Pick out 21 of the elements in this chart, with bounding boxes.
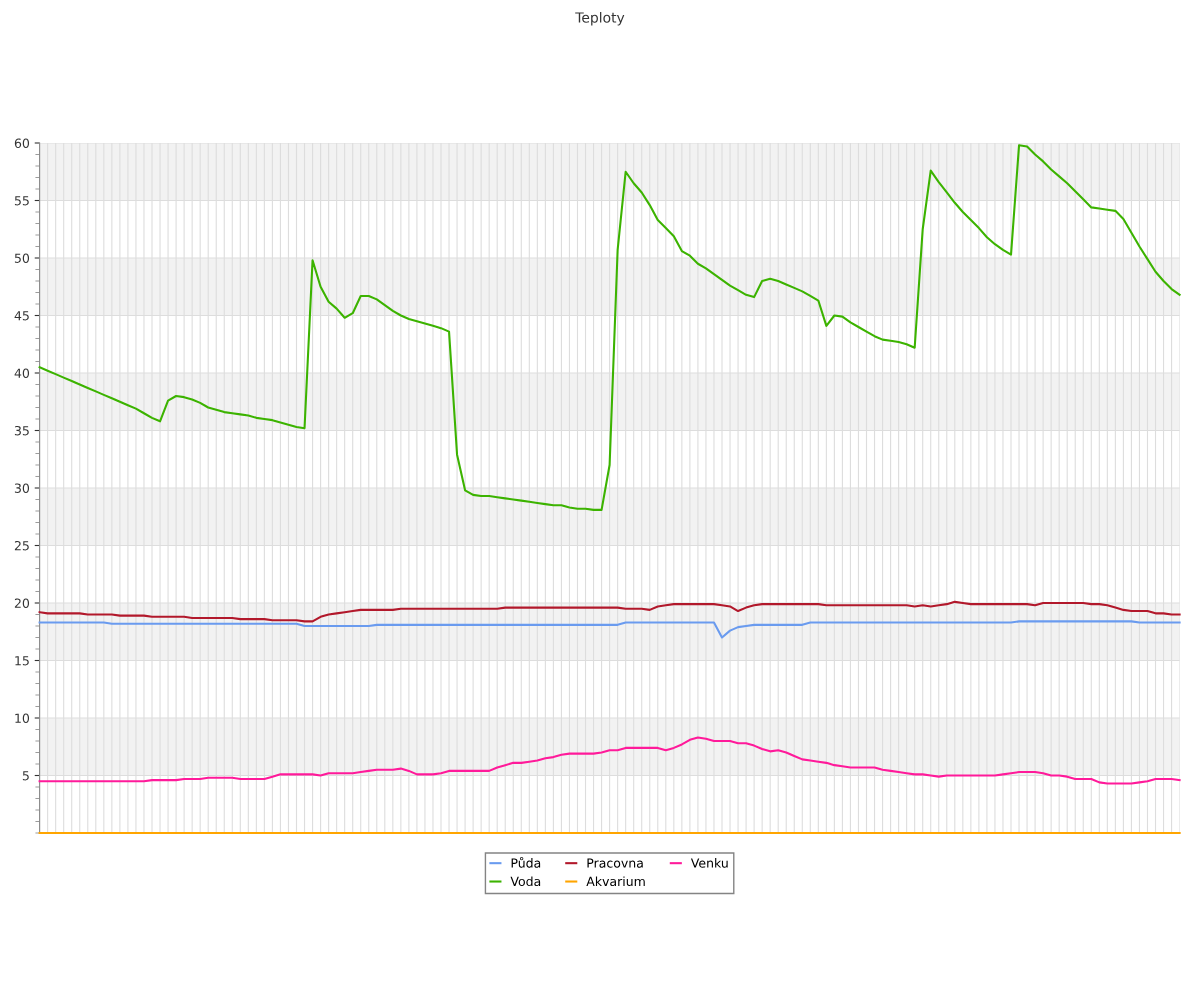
legend-label: Venku — [690, 858, 728, 868]
legend-label: Voda — [510, 876, 541, 887]
y-tick-label: 55 — [14, 196, 29, 206]
y-tick-label: 40 — [14, 368, 30, 378]
y-tick-label: 20 — [14, 598, 30, 608]
y-tick-label: 15 — [15, 656, 29, 666]
line-series — [38, 736, 1181, 785]
line-series — [38, 620, 1181, 639]
y-tick-label: 5 — [22, 771, 29, 781]
y-tick-label: 35 — [14, 425, 29, 436]
y-tick-label: 10 — [15, 713, 30, 723]
y-tick-label: 50 — [14, 253, 30, 263]
line-series — [38, 600, 1181, 623]
legend-label: Pracovna — [587, 858, 643, 868]
legend-label: Akvarium — [586, 876, 645, 887]
y-tick-label: 25 — [14, 540, 29, 551]
y-tick-label: 60 — [14, 138, 30, 148]
legend-label: Půda — [511, 856, 541, 868]
y-tick-label: 30 — [14, 483, 30, 493]
y-tick-label: 45 — [14, 311, 29, 321]
chart-title: Teploty — [575, 12, 625, 26]
